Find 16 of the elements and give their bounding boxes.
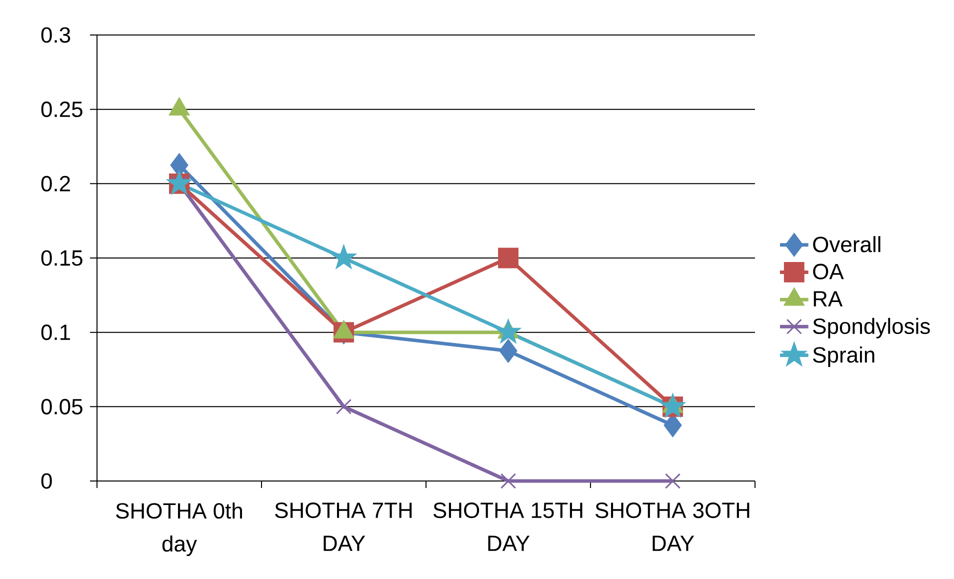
legend-label: Spondylosis	[813, 318, 930, 338]
legend-label: Overall	[813, 236, 880, 252]
y-tick-label: 0.3	[41, 27, 70, 43]
x-tick-label: SHOTHA 7TH DAY	[275, 502, 412, 551]
y-tick-label: 0.25	[41, 102, 82, 118]
x-tick-label: SHOTHA 3OTH DAY	[596, 502, 750, 551]
legend-label: OA	[813, 264, 844, 280]
y-tick-label: 0.2	[41, 176, 70, 192]
y-tick-label: 0.1	[41, 324, 70, 340]
y-tick-label: 0.05	[41, 398, 82, 414]
legend-label: RA	[814, 291, 843, 306]
legend-label: Sprain	[813, 346, 874, 368]
y-tick-label: 0.15	[41, 250, 82, 266]
y-tick-label: 0	[41, 473, 52, 489]
x-tick-label: SHOTHA 0th day	[116, 502, 242, 556]
x-tick-label: SHOTHA 15TH DAY	[433, 502, 582, 551]
